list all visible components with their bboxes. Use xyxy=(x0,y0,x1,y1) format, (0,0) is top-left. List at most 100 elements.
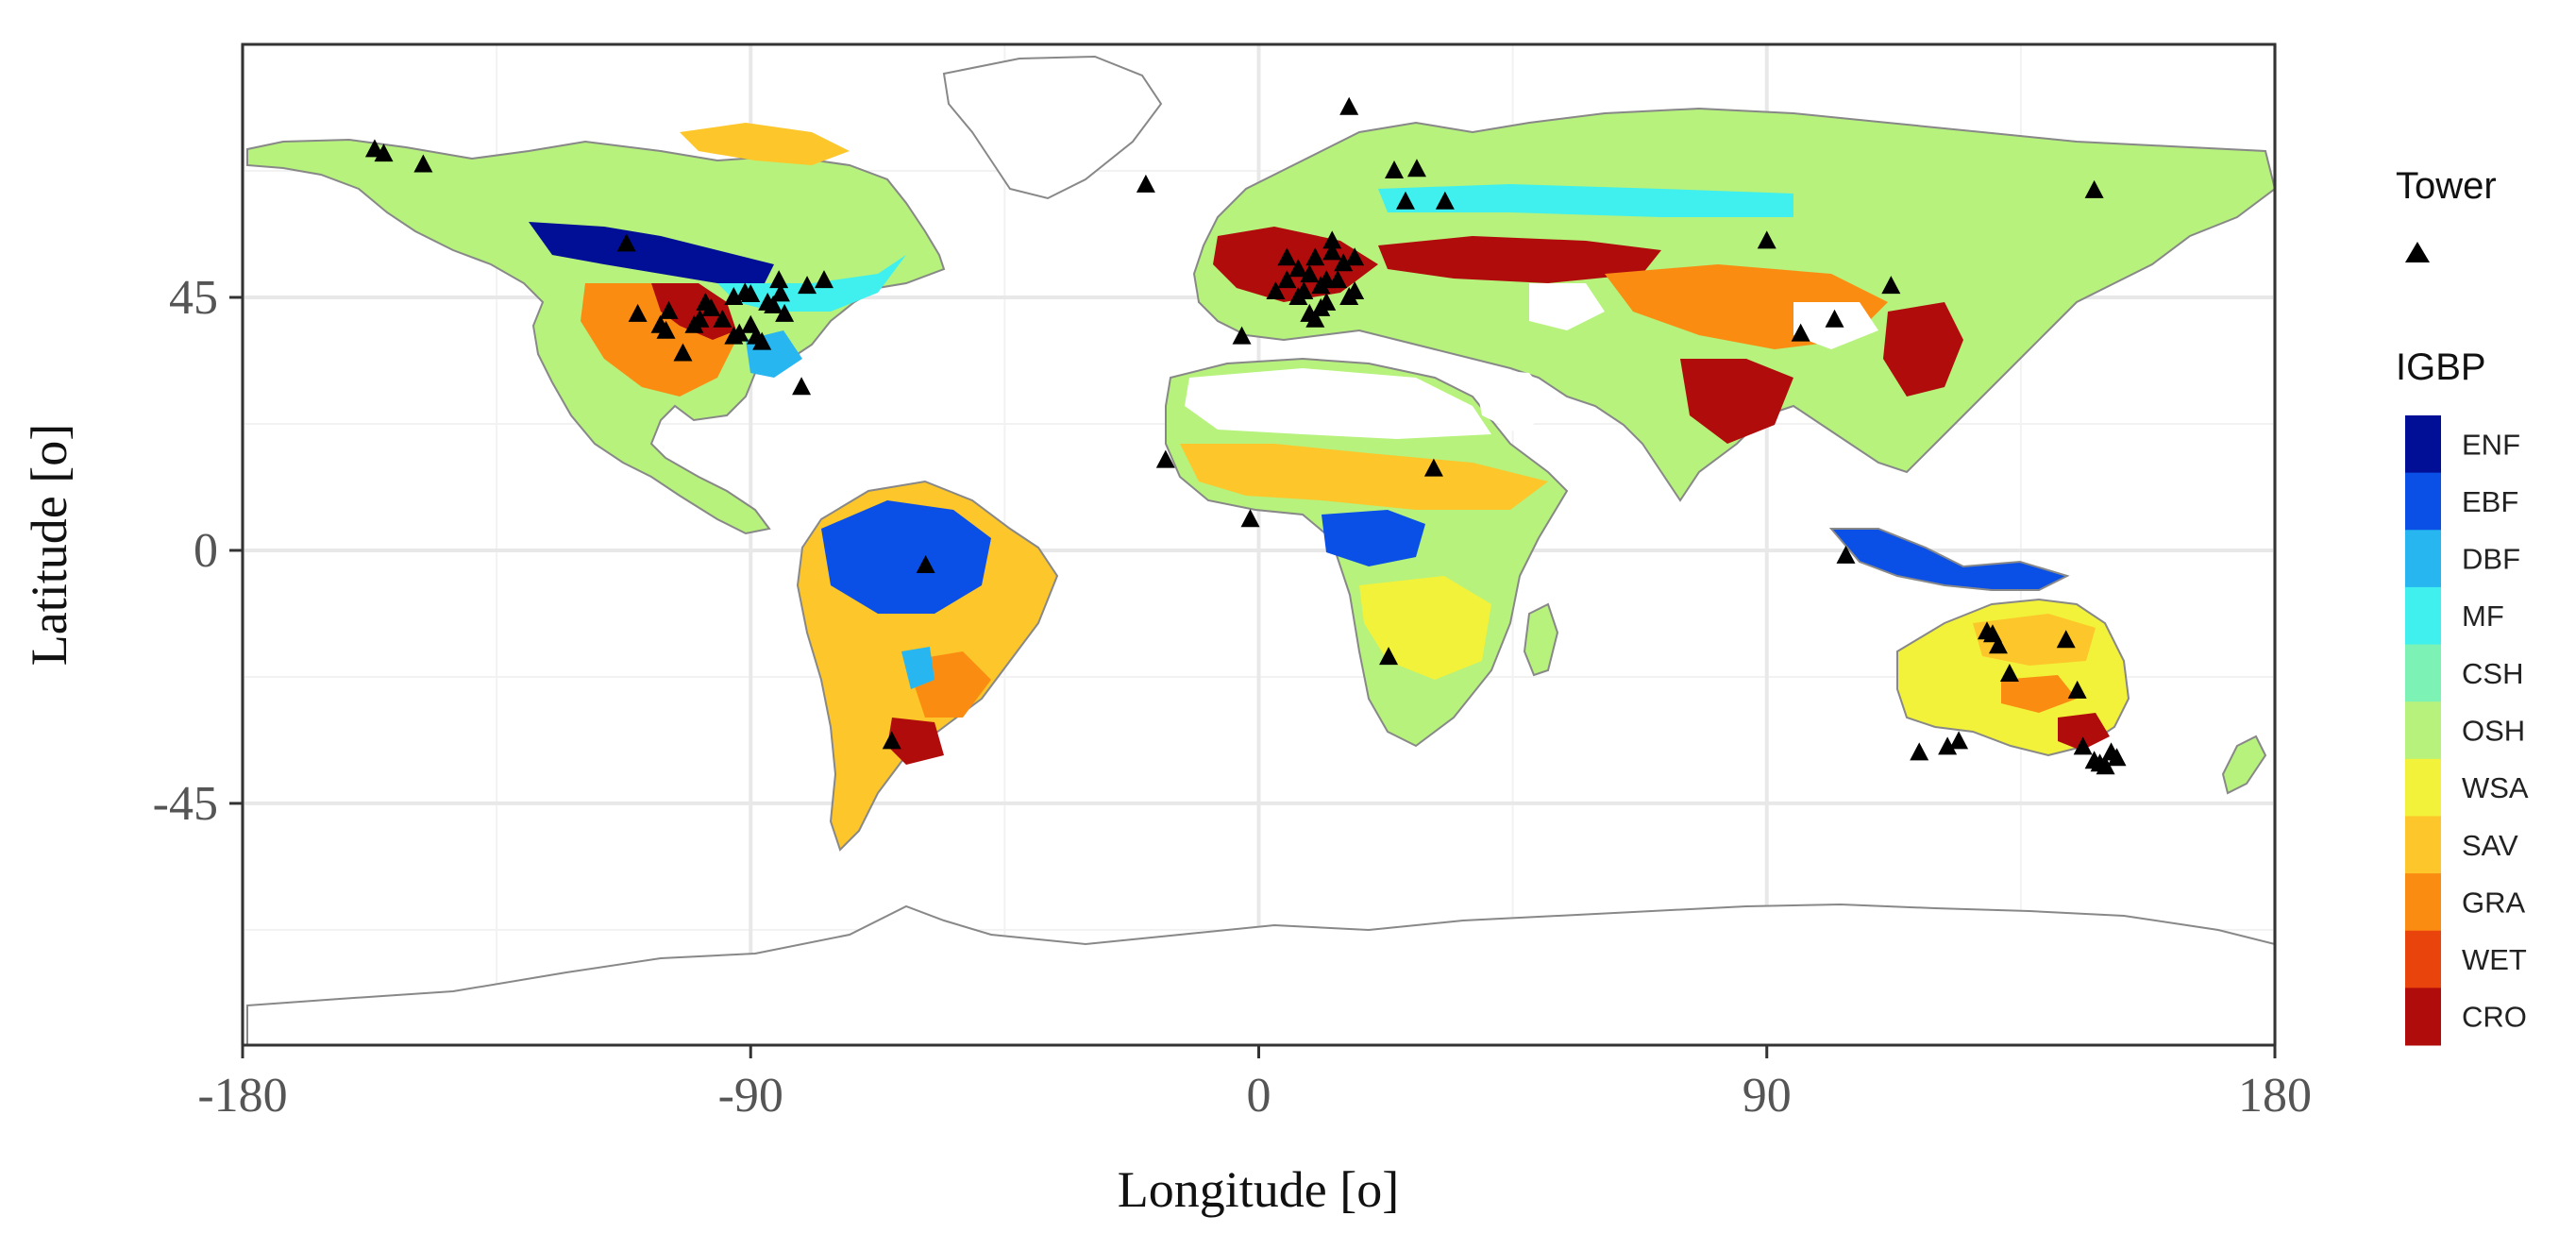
tower-marker xyxy=(1949,731,1969,750)
greenland-land xyxy=(942,55,1163,200)
tower-marker xyxy=(758,292,778,311)
legend-swatch-wet xyxy=(2405,930,2441,988)
legend-label-gra: GRA xyxy=(2462,886,2526,919)
x-tick-label: 90 xyxy=(1743,1069,1792,1123)
legend-tower-title: Tower xyxy=(2396,165,2497,207)
tower-marker xyxy=(730,323,749,342)
legend-label-dbf: DBF xyxy=(2462,543,2520,576)
legend-label-cro: CRO xyxy=(2462,1001,2527,1034)
tower-marker xyxy=(1334,253,1354,272)
tower-marker xyxy=(1791,323,1810,342)
tower-marker xyxy=(1423,458,1443,477)
tower-marker xyxy=(1232,326,1252,345)
legend-tower-marker xyxy=(2405,242,2430,262)
legend-label-sav: SAV xyxy=(2462,829,2518,862)
tower-marker xyxy=(1266,281,1286,300)
cropland-patch-eurasia xyxy=(1378,236,1661,283)
tower-marker xyxy=(1379,647,1399,666)
x-tick-label: 0 xyxy=(1247,1069,1271,1123)
y-tick-label: -45 xyxy=(153,777,218,831)
tower-marker xyxy=(882,731,901,750)
tower-marker xyxy=(1155,449,1175,468)
legend-swatch-sav xyxy=(2405,816,2441,874)
savanna-patch-af xyxy=(1180,444,1548,510)
x-tick-label: 180 xyxy=(2238,1069,2312,1123)
y-tick-label: 0 xyxy=(194,524,218,578)
tower-marker xyxy=(775,303,795,322)
antarctica-land xyxy=(246,903,2275,1045)
tower-marker xyxy=(1322,242,1342,261)
legend-swatch-mf xyxy=(2405,586,2441,646)
x-tick-label: -90 xyxy=(718,1069,783,1123)
legend-swatch-gra xyxy=(2405,873,2441,932)
cropland-patch-aus xyxy=(2058,713,2110,751)
tower-marker xyxy=(1435,191,1455,210)
legend-label-csh: CSH xyxy=(2462,657,2523,690)
tower-marker xyxy=(1910,742,1929,761)
legend-label-osh: OSH xyxy=(2462,715,2525,748)
tower-marker xyxy=(1999,663,2019,682)
legend-label-mf: MF xyxy=(2462,600,2504,633)
tower-marker xyxy=(656,320,676,339)
legend-swatch-enf xyxy=(2405,415,2441,474)
tower-marker xyxy=(1339,96,1359,115)
legend-swatch-osh xyxy=(2405,701,2441,760)
tower-marker xyxy=(1300,264,1320,283)
legend-label-ebf: EBF xyxy=(2462,485,2518,518)
tower-marker xyxy=(2067,680,2087,699)
y-axis-title: Latitude [o] xyxy=(21,424,77,666)
tower-marker xyxy=(752,331,772,350)
tower-marker xyxy=(1345,281,1365,300)
legend-label-enf: ENF xyxy=(2462,428,2520,461)
tower-marker xyxy=(1136,174,1155,193)
tower-marker xyxy=(798,276,817,295)
legend-swatch-dbf xyxy=(2405,530,2441,588)
indonesia-land xyxy=(1828,528,2070,591)
rainforest-patch-af xyxy=(1322,510,1425,566)
tower-marker xyxy=(2056,630,2076,649)
tower-marker xyxy=(1305,247,1325,266)
madagascar-land xyxy=(1523,602,1559,677)
tower-marker xyxy=(814,270,833,289)
tower-marker xyxy=(770,283,790,302)
tower-marker xyxy=(659,300,679,319)
tower-marker xyxy=(1988,635,2008,654)
tower-marker xyxy=(374,144,394,162)
y-axis: 45 0 -45 xyxy=(153,271,243,831)
legend-label-wsa: WSA xyxy=(2462,771,2529,804)
tower-marker xyxy=(2107,748,2127,767)
legend-swatch-ebf xyxy=(2405,472,2441,531)
woody-savanna-patch-af xyxy=(1359,576,1491,680)
tower-marker xyxy=(916,555,935,574)
grassland-patch-aus xyxy=(2001,675,2077,713)
tower-marker xyxy=(1277,270,1297,289)
tower-marker xyxy=(1406,159,1426,177)
tower-marker xyxy=(1757,230,1776,249)
tower-marker xyxy=(673,343,693,362)
tower-marker xyxy=(2090,753,2110,772)
tower-marker xyxy=(628,303,648,322)
boreal-forest-patch-na xyxy=(529,222,774,283)
tower-marker xyxy=(616,233,636,252)
tower-marker xyxy=(769,270,789,289)
tower-marker xyxy=(1395,191,1415,210)
tower-marker xyxy=(1277,247,1297,266)
legend: Tower IGBP ENF EBF DBF MF CSH OSH WSA SAV GRA WET… xyxy=(2396,165,2529,1046)
tower-marker xyxy=(1938,736,1958,755)
tower-marker xyxy=(1345,247,1365,266)
tower-marker xyxy=(2073,736,2093,755)
boreal-patch-eurasia xyxy=(1378,184,1793,217)
tower-markers xyxy=(364,96,2127,775)
tower-marker xyxy=(2084,179,2104,198)
cropland-patch-china xyxy=(1883,302,1963,397)
tower-marker xyxy=(1825,309,1844,328)
legend-igbp-title: IGBP xyxy=(2396,346,2486,388)
tower-marker xyxy=(413,154,433,173)
tower-marker xyxy=(1240,509,1260,528)
legend-colorbar xyxy=(2405,415,2441,1046)
cropland-patch-sa xyxy=(887,718,944,765)
tower-marker xyxy=(1385,160,1405,178)
tower-marker xyxy=(1317,270,1337,289)
